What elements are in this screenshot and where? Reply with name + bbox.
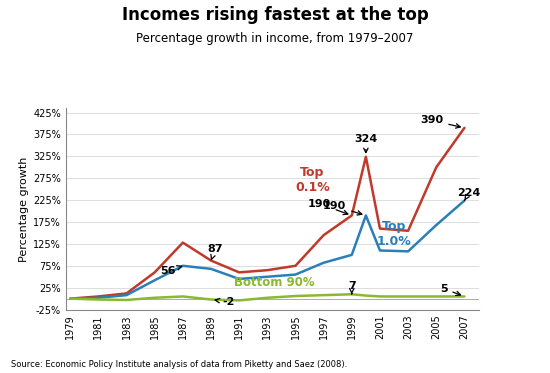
Text: 324: 324	[354, 134, 377, 153]
Text: 190: 190	[307, 199, 348, 214]
Text: Top
1.0%: Top 1.0%	[377, 220, 411, 248]
Text: Percentage growth in income, from 1979–2007: Percentage growth in income, from 1979–2…	[136, 32, 414, 45]
Text: 390: 390	[420, 116, 460, 128]
Text: Top
0.1%: Top 0.1%	[295, 166, 330, 194]
Text: Source: Economic Policy Institute analysis of data from Piketty and Saez (2008).: Source: Economic Policy Institute analys…	[11, 360, 347, 369]
Text: 87: 87	[207, 244, 223, 260]
Text: 7: 7	[348, 281, 356, 294]
Text: Incomes rising fastest at the top: Incomes rising fastest at the top	[122, 6, 428, 23]
Text: -2: -2	[215, 297, 235, 307]
Text: 56: 56	[160, 266, 182, 276]
Text: Bottom 90%: Bottom 90%	[234, 276, 315, 289]
Y-axis label: Percentage growth: Percentage growth	[19, 156, 29, 261]
Text: 190: 190	[323, 201, 362, 215]
Text: 5: 5	[440, 283, 460, 295]
Text: 224: 224	[458, 188, 481, 201]
